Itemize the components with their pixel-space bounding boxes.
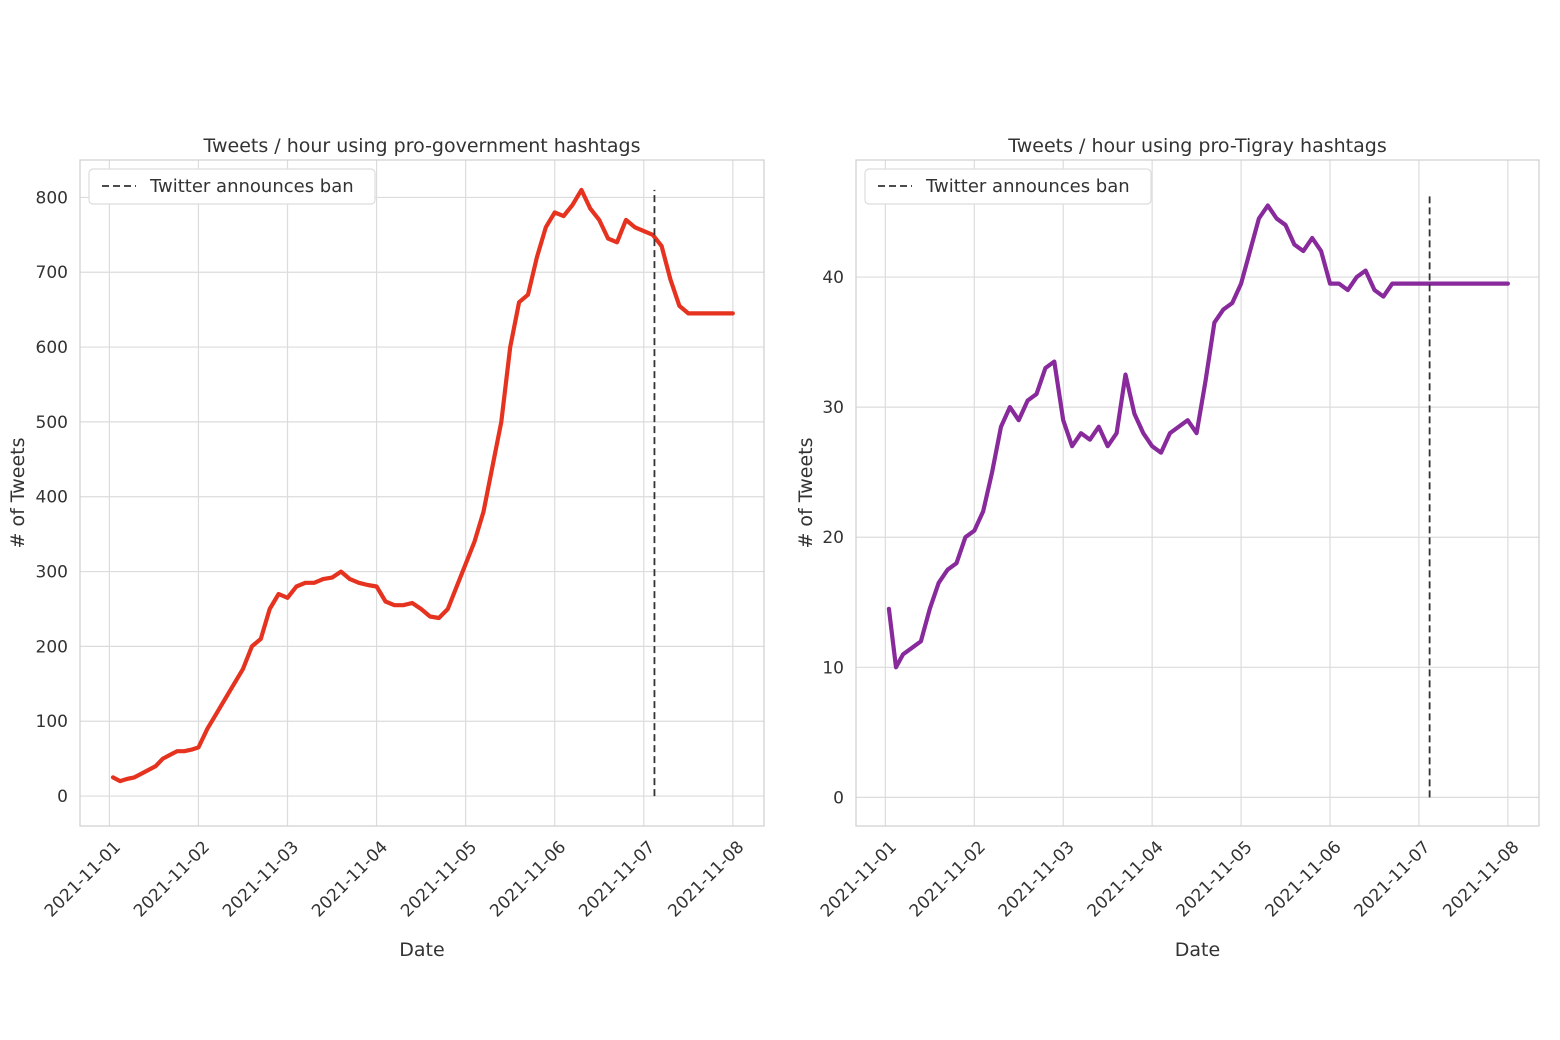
x-tick-label: 2021-11-07 [575,837,659,921]
plot-frame [855,159,1540,827]
y-tick-label: 20 [822,528,844,548]
y-tick-label: 300 [36,563,68,583]
legend-box [88,168,376,205]
x-tick-label: 2021-11-04 [308,837,392,921]
x-tick-label: 2021-11-02 [906,837,990,921]
y-tick-label: 0 [833,788,844,808]
x-tick-label: 2021-11-08 [664,837,748,921]
x-tick-label: 2021-11-01 [41,837,125,921]
y-tick-label: 400 [36,488,68,508]
y-axis-label: # of Tweets [795,437,817,548]
x-tick-label: 2021-11-05 [1173,837,1257,921]
y-tick-label: 500 [36,413,68,433]
x-tick-label: 2021-11-03 [995,837,1079,921]
x-tick-label: 2021-11-03 [219,837,303,921]
chart-title: Tweets / hour using pro-Tigray hashtags [1007,135,1386,157]
legend: Twitter announces ban [864,168,1152,205]
x-tick-label: 2021-11-05 [397,837,481,921]
y-tick-label: 600 [36,338,68,358]
y-tick-label: 0 [57,787,68,807]
x-tick-label: 2021-11-02 [130,837,214,921]
y-tick-label: 200 [36,637,68,657]
y-tick-label: 30 [822,398,844,418]
y-axis-label: # of Tweets [7,437,29,548]
plot-frame [79,159,765,827]
x-tick-label: 2021-11-01 [817,837,901,921]
y-tick-label: 100 [36,712,68,732]
x-axis-label: Date [399,939,444,961]
legend-entry: Twitter announces ban [149,176,354,197]
x-tick-label: 2021-11-04 [1084,837,1168,921]
chart-title: Tweets / hour using pro-government hasht… [203,135,641,157]
legend-box [864,168,1152,205]
series-line-1 [886,203,1511,670]
y-tick-label: 10 [822,658,844,678]
x-tick-label: 2021-11-06 [486,837,570,921]
x-tick-label: 2021-11-07 [1350,837,1434,921]
y-tick-label: 800 [36,188,68,208]
y-tick-label: 700 [36,263,68,283]
legend: Twitter announces ban [88,168,376,205]
x-tick-label: 2021-11-06 [1262,837,1346,921]
y-tick-label: 40 [822,268,844,288]
x-axis-label: Date [1175,939,1220,961]
x-tick-label: 2021-11-08 [1439,837,1523,921]
series-line-1 [110,187,735,784]
legend-entry: Twitter announces ban [925,176,1130,197]
